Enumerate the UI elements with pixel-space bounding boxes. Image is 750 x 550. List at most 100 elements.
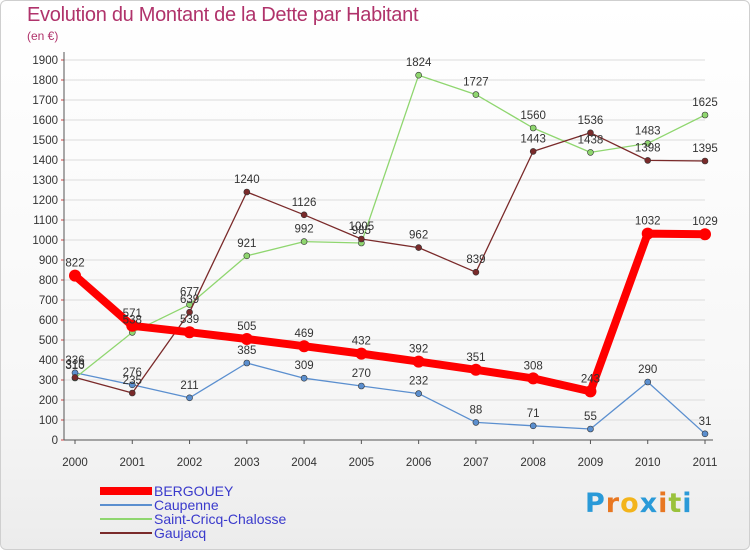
data-label: 290 — [638, 364, 657, 376]
x-tick-label: 2005 — [349, 457, 375, 469]
data-label: 276 — [123, 367, 142, 379]
data-label: 235 — [123, 375, 142, 387]
data-label: 1824 — [406, 57, 432, 69]
data-label: 351 — [466, 352, 485, 364]
data-label: 88 — [470, 404, 483, 416]
x-tick-label: 2011 — [693, 457, 718, 469]
data-label: 1005 — [349, 221, 375, 233]
data-label: 270 — [352, 368, 371, 380]
data-label: 962 — [409, 230, 428, 242]
data-label: 1438 — [578, 134, 604, 146]
data-point — [469, 363, 482, 376]
data-label: 55 — [584, 411, 597, 423]
data-point — [644, 378, 652, 386]
logo-letter: t — [668, 488, 683, 519]
data-label: 1727 — [463, 77, 489, 89]
data-point — [183, 326, 196, 339]
data-label: 539 — [180, 314, 199, 326]
data-point — [587, 129, 594, 137]
y-tick-label: 1700 — [32, 95, 58, 107]
y-tick-label: 600 — [39, 315, 58, 327]
data-point — [412, 355, 425, 368]
data-point — [355, 347, 368, 360]
data-point — [300, 238, 308, 245]
legend-swatch — [100, 487, 152, 495]
data-label: 538 — [123, 314, 142, 326]
data-label: 310 — [65, 360, 84, 372]
data-point — [415, 71, 422, 79]
legend-label: Caupenne — [154, 497, 219, 513]
data-point — [587, 149, 594, 156]
data-point — [415, 390, 422, 397]
data-label: 985 — [352, 225, 371, 237]
y-tick-label: 400 — [39, 355, 58, 367]
y-tick-label: 300 — [39, 375, 58, 387]
data-label: 839 — [466, 254, 485, 266]
logo-letter: o — [620, 488, 640, 519]
data-point — [472, 268, 480, 276]
data-label: 211 — [180, 380, 198, 392]
data-label: 1398 — [635, 142, 661, 154]
data-label: 639 — [180, 294, 199, 306]
data-label: 243 — [581, 373, 600, 385]
series-line-saint-cricq-chalosse — [74, 74, 706, 379]
data-label: 992 — [294, 224, 313, 236]
data-point — [358, 382, 365, 390]
data-label: 232 — [409, 376, 428, 388]
x-tick-label: 2008 — [520, 457, 546, 469]
series-line-bergouey — [71, 229, 709, 396]
data-point — [644, 140, 652, 147]
y-tick-label: 1800 — [32, 75, 58, 87]
legend-swatch — [100, 518, 152, 520]
data-label: 309 — [294, 360, 313, 372]
y-tick-label: 900 — [39, 255, 58, 267]
series-line-caupenne — [74, 362, 706, 435]
legend-swatch — [100, 532, 152, 534]
data-point — [300, 374, 308, 382]
data-point — [472, 419, 480, 426]
y-tick-label: 200 — [39, 395, 58, 407]
y-tick-label: 800 — [39, 275, 58, 287]
data-label: 1029 — [692, 216, 718, 228]
x-tick-label: 2003 — [234, 457, 260, 469]
data-label: 31 — [699, 416, 712, 428]
legend-label: Gaujacq — [154, 525, 207, 541]
data-label: 505 — [237, 321, 256, 333]
data-label: 313 — [65, 359, 84, 371]
data-point — [529, 422, 537, 430]
x-tick-label: 2007 — [463, 457, 489, 469]
data-point — [243, 359, 251, 367]
data-label: 308 — [524, 360, 543, 372]
x-tick-label: 2002 — [177, 457, 203, 469]
y-tick-label: 1300 — [32, 175, 58, 187]
data-label: 1536 — [578, 115, 604, 127]
data-label: 385 — [237, 345, 256, 357]
y-tick-label: 1100 — [33, 215, 58, 227]
data-point — [701, 430, 709, 438]
y-tick-label: 0 — [52, 435, 58, 447]
data-point — [71, 374, 79, 381]
y-tick-label: 100 — [39, 415, 58, 427]
data-point — [529, 124, 537, 132]
data-point — [240, 333, 253, 345]
logo-letter: P — [585, 488, 606, 519]
legend-swatch — [100, 504, 152, 506]
data-point — [358, 235, 365, 243]
data-point — [186, 308, 193, 316]
logo-letter: i — [658, 488, 669, 519]
data-point — [298, 340, 311, 353]
data-label: 1395 — [692, 143, 718, 155]
y-tick-label: 700 — [39, 295, 58, 307]
data-label: 392 — [409, 344, 428, 356]
data-point — [128, 381, 136, 389]
data-point — [243, 188, 251, 196]
data-point — [699, 228, 711, 241]
x-tick-label: 2000 — [62, 457, 88, 469]
y-tick-label: 1200 — [32, 195, 58, 207]
y-tick-label: 1400 — [32, 155, 58, 167]
legend-label: Saint-Cricq-Chalosse — [154, 511, 287, 527]
chart-subtitle: (en €) — [27, 29, 59, 43]
data-label: 336 — [65, 355, 84, 367]
